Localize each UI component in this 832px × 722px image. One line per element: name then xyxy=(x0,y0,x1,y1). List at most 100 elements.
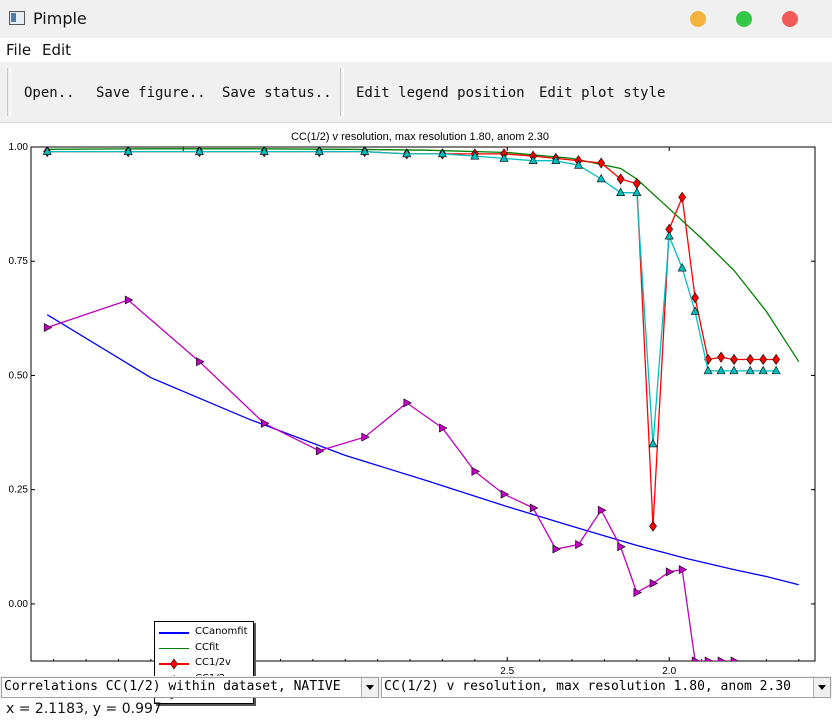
chart: CC(1/2) v resolution, max resolution 1.8… xyxy=(9,131,816,676)
legend-swatch xyxy=(159,647,189,649)
data-point xyxy=(729,365,739,375)
chevron-down-icon[interactable] xyxy=(813,678,830,697)
plot-frame xyxy=(30,146,816,662)
data-point xyxy=(314,147,324,155)
minimize-button[interactable] xyxy=(690,11,706,27)
series-cc1-2v xyxy=(43,147,780,532)
data-point xyxy=(194,147,204,155)
series-cc1-2 xyxy=(42,147,781,448)
menu-file[interactable]: File xyxy=(6,41,32,59)
y-tick-label: 0.75 xyxy=(9,256,29,267)
data-point xyxy=(616,173,625,185)
y-tick-label: 0.25 xyxy=(9,485,29,496)
app-window-icon xyxy=(9,11,25,25)
data-point xyxy=(716,365,726,375)
data-point xyxy=(730,656,740,661)
data-point xyxy=(677,262,687,272)
data-point xyxy=(529,503,539,513)
data-point xyxy=(361,432,370,442)
series-layer xyxy=(42,147,800,661)
data-point xyxy=(575,539,584,549)
data-point xyxy=(746,353,755,365)
legend-item: CCanomfit xyxy=(155,625,253,641)
data-point xyxy=(437,148,447,158)
data-point xyxy=(772,353,780,365)
data-point xyxy=(649,578,659,588)
data-point xyxy=(470,151,480,160)
data-point xyxy=(500,489,510,499)
legend-label: CCanomfit xyxy=(195,626,248,637)
data-point xyxy=(690,306,700,315)
series-ccanomfit xyxy=(46,314,799,586)
toolbar-grip[interactable] xyxy=(7,68,11,116)
data-point xyxy=(632,178,641,190)
plot-canvas[interactable]: CC(1/2) v resolution, max resolution 1.8… xyxy=(0,123,832,704)
cursor-coordinates: x = 2.1183, y = 0.997 xyxy=(6,701,162,717)
open-button[interactable]: Open.. xyxy=(24,85,75,101)
dataset-selector[interactable]: Correlations CC(1/2) within dataset, NAT… xyxy=(1,677,379,698)
data-point xyxy=(597,157,606,169)
selector-row: Correlations CC(1/2) within dataset, NAT… xyxy=(0,676,832,698)
data-point xyxy=(260,418,270,428)
legend-label: CCfit xyxy=(195,641,220,653)
data-point xyxy=(632,187,642,196)
toolbar-separator xyxy=(340,68,344,116)
data-point xyxy=(551,155,561,165)
data-point xyxy=(759,353,768,365)
x-tick-label: 2.0 xyxy=(662,666,676,676)
data-point xyxy=(259,147,269,155)
menu-edit[interactable]: Edit xyxy=(42,41,72,59)
plot-selector-value: CC(1/2) v resolution, max resolution 1.8… xyxy=(384,679,791,694)
data-point xyxy=(439,423,448,433)
data-point xyxy=(617,542,626,552)
data-point xyxy=(691,292,699,304)
data-point xyxy=(597,505,607,515)
data-point xyxy=(42,147,52,155)
data-point xyxy=(717,351,725,363)
y-tick-label: 1.00 xyxy=(9,142,29,153)
dataset-selector-value: Correlations CC(1/2) within dataset, NAT… xyxy=(4,679,341,694)
series-line xyxy=(47,148,800,363)
save-status-button[interactable]: Save status.. xyxy=(222,85,332,101)
series-line xyxy=(47,150,777,445)
menu-bar: File Edit xyxy=(0,38,832,62)
data-point xyxy=(691,656,701,661)
data-point xyxy=(574,160,584,169)
data-point xyxy=(678,565,688,575)
maximize-button[interactable] xyxy=(736,11,752,27)
close-button[interactable] xyxy=(782,11,798,27)
edit-legend-position-button[interactable]: Edit legend position xyxy=(356,85,525,101)
chart-title: CC(1/2) v resolution, max resolution 1.8… xyxy=(291,131,549,143)
y-tick-label: 0.00 xyxy=(9,599,29,610)
data-point xyxy=(649,520,657,532)
edit-plot-style-button[interactable]: Edit plot style xyxy=(539,85,666,101)
axis-ticks: 1.000.750.500.250.003.52.52.0 xyxy=(9,142,815,676)
data-point xyxy=(528,155,538,165)
x-tick-label: 2.5 xyxy=(500,666,514,676)
data-point xyxy=(745,365,755,375)
save-figure-button[interactable]: Save figure.. xyxy=(96,85,206,101)
data-point xyxy=(704,656,714,661)
data-point xyxy=(403,398,412,408)
legend-item: CC1/2v xyxy=(155,656,253,672)
data-point xyxy=(771,365,781,375)
series-ccfit xyxy=(47,148,800,363)
data-point xyxy=(703,365,713,375)
series-line xyxy=(46,314,799,586)
data-point xyxy=(730,353,738,365)
series-line xyxy=(46,299,734,661)
legend-marker-icon xyxy=(170,658,178,670)
data-point xyxy=(633,587,642,597)
data-point xyxy=(499,153,509,162)
chevron-down-icon[interactable] xyxy=(361,678,378,697)
data-point xyxy=(360,147,370,155)
data-point xyxy=(402,148,412,158)
plot-selector[interactable]: CC(1/2) v resolution, max resolution 1.8… xyxy=(381,677,831,698)
data-point xyxy=(678,191,687,203)
data-point xyxy=(758,365,768,375)
data-point xyxy=(552,544,561,554)
data-point xyxy=(616,187,626,196)
data-point xyxy=(664,230,674,240)
y-tick-label: 0.50 xyxy=(9,370,29,381)
data-point xyxy=(665,567,675,577)
